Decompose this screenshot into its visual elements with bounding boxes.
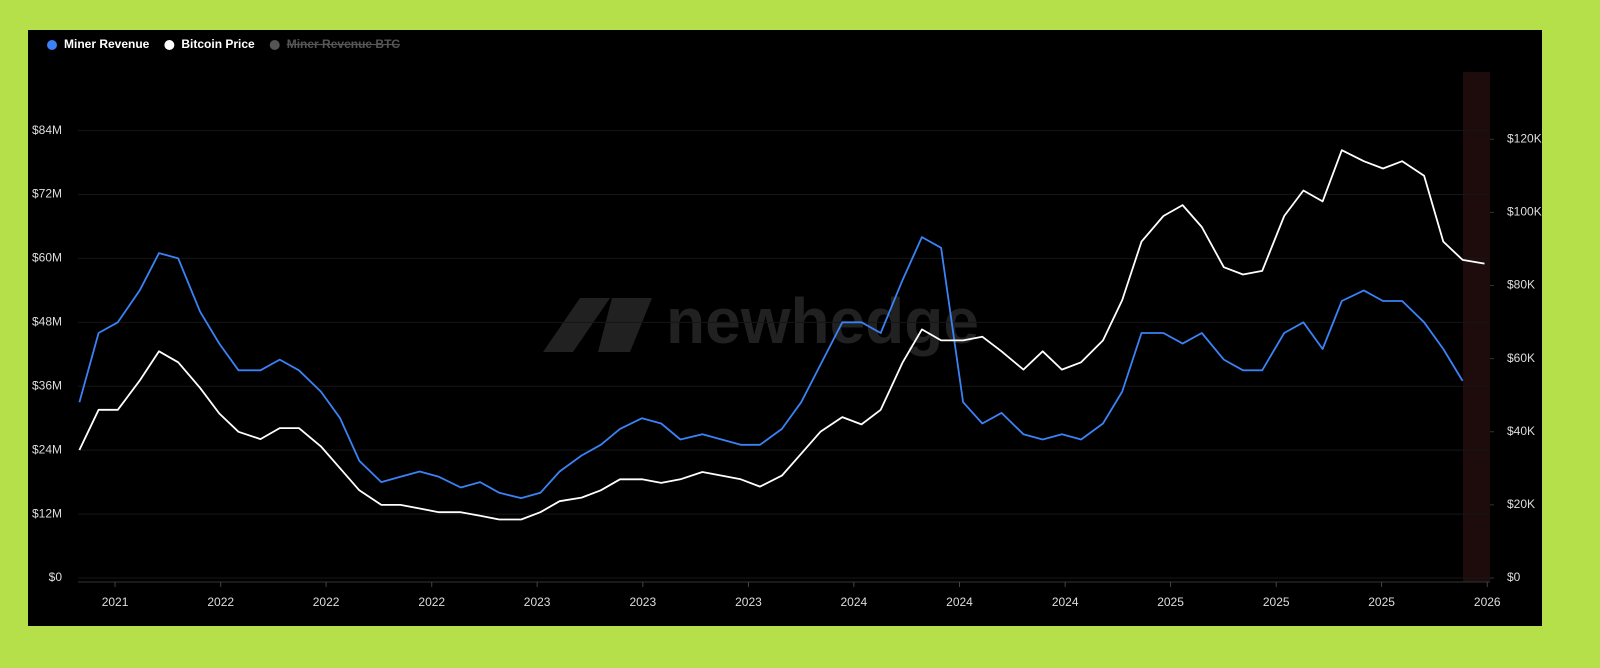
- x-tick-label: 2024: [946, 595, 973, 609]
- legend-dot[interactable]: [269, 40, 280, 50]
- y2-tick-label: $100K: [1507, 205, 1542, 219]
- x-tick-label: 2023: [524, 595, 551, 609]
- y2-tick-label: $20K: [1507, 497, 1535, 511]
- x-tick-label: 2023: [735, 595, 762, 609]
- x-tick-label: 2022: [207, 595, 234, 609]
- panel: [28, 30, 1542, 626]
- x-tick-label: 2021: [102, 595, 129, 609]
- x-tick-label: 2025: [1263, 595, 1290, 609]
- legend-dot[interactable]: [47, 40, 57, 50]
- watermark-text: newhedge: [666, 285, 979, 357]
- y2-tick-label: $80K: [1507, 278, 1535, 292]
- highlight-region: [1463, 72, 1490, 582]
- y2-tick-label: $0: [1507, 570, 1521, 584]
- y-tick-label: $12M: [32, 506, 62, 520]
- y2-tick-label: $40K: [1507, 424, 1535, 438]
- x-tick-label: 2024: [1052, 595, 1079, 609]
- y-tick-label: $0: [49, 570, 63, 584]
- y-tick-label: $36M: [32, 378, 62, 392]
- watermark: newhedge: [543, 285, 979, 357]
- y-tick-label: $24M: [32, 442, 62, 456]
- x-tick-label: 2026: [1474, 595, 1501, 609]
- legend-label[interactable]: Bitcoin Price: [181, 37, 255, 51]
- x-tick-label: 2023: [629, 595, 656, 609]
- x-tick-label: 2022: [418, 595, 445, 609]
- y-tick-label: $48M: [32, 315, 62, 329]
- series-line: [78, 236, 1464, 499]
- legend-dot[interactable]: [164, 40, 175, 50]
- y-tick-label: $84M: [32, 123, 62, 137]
- series-line: [78, 149, 1485, 521]
- x-tick-label: 2025: [1157, 595, 1184, 609]
- watermark-logo: [543, 298, 610, 352]
- legend-label[interactable]: Miner Revenue: [64, 37, 150, 51]
- x-tick-label: 2022: [313, 595, 340, 609]
- x-tick-label: 2025: [1368, 595, 1395, 609]
- y-tick-label: $60M: [32, 251, 62, 265]
- y2-tick-label: $120K: [1507, 131, 1542, 145]
- x-tick-label: 2024: [840, 595, 867, 609]
- watermark-logo: [598, 298, 652, 352]
- y-tick-label: $72M: [32, 187, 62, 201]
- legend-label[interactable]: Miner Revenue BTC: [287, 37, 401, 51]
- y2-tick-label: $60K: [1507, 351, 1535, 365]
